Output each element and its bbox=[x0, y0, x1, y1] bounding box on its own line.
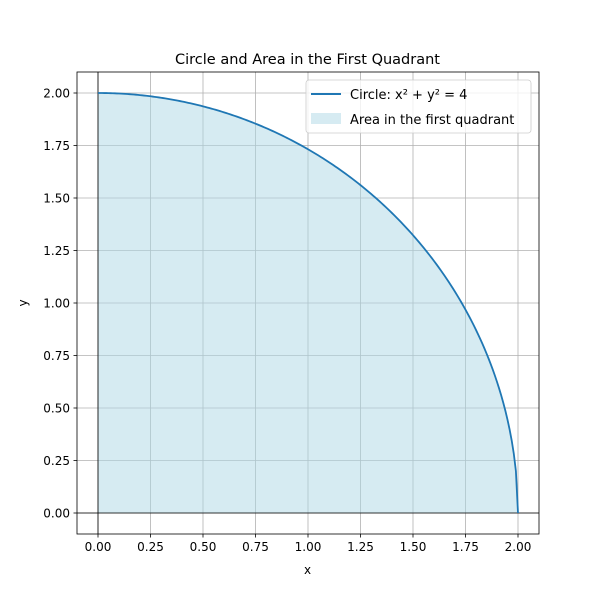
x-tick-label: 0.50 bbox=[190, 540, 217, 554]
legend: Circle: x² + y² = 4 Area in the first qu… bbox=[305, 79, 532, 134]
y-tick-label: 0.00 bbox=[43, 506, 70, 520]
x-tick-label: 2.00 bbox=[505, 540, 532, 554]
x-tick-label: 0.25 bbox=[137, 540, 164, 554]
y-axis-label: y bbox=[16, 299, 30, 306]
reference-lines bbox=[77, 72, 539, 534]
x-tick-label: 0.75 bbox=[242, 540, 269, 554]
legend-frame bbox=[305, 79, 532, 134]
legend-fill-swatch bbox=[311, 113, 341, 124]
y-tick-label: 0.50 bbox=[43, 401, 70, 415]
y-tick-label: 0.25 bbox=[43, 454, 70, 468]
y-tick-label: 2.00 bbox=[43, 86, 70, 100]
y-tick-label: 0.75 bbox=[43, 349, 70, 363]
ticks: 0.00 0.25 0.50 0.75 1.00 1.25 1.50 1.75 2.00 0.00… bbox=[43, 86, 531, 554]
x-tick-label: 0.00 bbox=[85, 540, 112, 554]
y-tick-label: 1.25 bbox=[43, 244, 70, 258]
y-tick-label: 1.50 bbox=[43, 191, 70, 205]
area-fill-layer bbox=[98, 93, 518, 513]
series-line-layer bbox=[97, 92, 519, 514]
y-tick-label: 1.00 bbox=[43, 296, 70, 310]
circle-line bbox=[97, 92, 519, 514]
legend-line-label: Circle: x² + y² = 4 bbox=[350, 88, 467, 103]
x-tick-label: 1.25 bbox=[347, 540, 374, 554]
x-tick-label: 1.75 bbox=[452, 540, 479, 554]
x-axis-label: x bbox=[304, 563, 311, 577]
legend-fill-label: Area in the first quadrant bbox=[350, 113, 514, 128]
x-tick-label: 1.00 bbox=[295, 540, 322, 554]
chart-title: Circle and Area in the First Quadrant bbox=[175, 52, 440, 68]
y-tick-label: 1.75 bbox=[43, 139, 70, 153]
x-tick-label: 1.50 bbox=[400, 540, 427, 554]
area-fill bbox=[98, 93, 518, 513]
